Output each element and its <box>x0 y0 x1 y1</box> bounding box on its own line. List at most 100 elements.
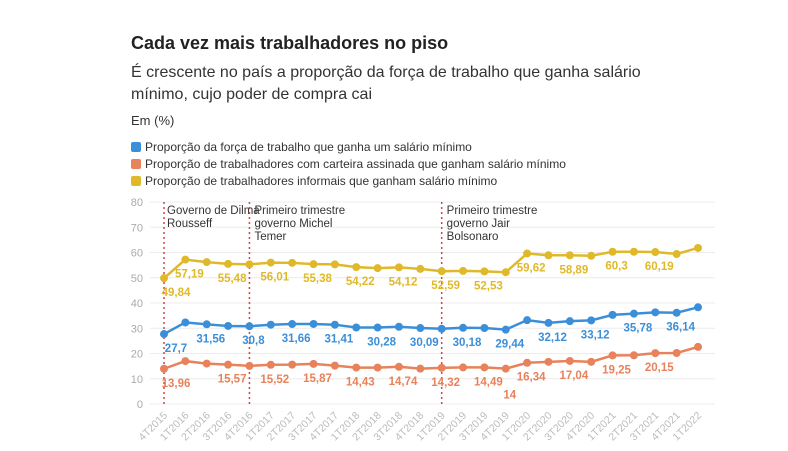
data-point <box>480 363 489 372</box>
data-point <box>523 249 532 258</box>
data-point <box>202 258 211 267</box>
data-point <box>651 248 660 257</box>
legend: Proporção da força de trabalho que ganha… <box>131 138 566 189</box>
data-point <box>608 351 617 360</box>
legend-item[interactable]: Proporção da força de trabalho que ganha… <box>131 138 566 155</box>
data-point <box>224 259 233 268</box>
data-label: 16,34 <box>517 372 546 384</box>
y-tick-label: 0 <box>137 399 143 411</box>
data-point <box>480 323 489 332</box>
data-point <box>523 358 532 367</box>
data-label: 27,7 <box>165 343 187 355</box>
data-label: 49,84 <box>162 287 191 299</box>
data-point <box>394 263 403 272</box>
data-label: 60,3 <box>605 261 627 273</box>
data-point <box>309 359 318 368</box>
data-label: 14,74 <box>389 376 418 388</box>
annotation-text: Primeiro trimestre <box>447 205 538 217</box>
data-point <box>266 320 275 329</box>
data-label: 17,04 <box>559 370 588 382</box>
data-label: 33,12 <box>581 329 610 341</box>
data-label: 54,22 <box>346 276 375 288</box>
data-label: 57,19 <box>175 269 204 281</box>
legend-item[interactable]: Proporção de trabalhadores informais que… <box>131 172 566 189</box>
data-point <box>309 260 318 269</box>
legend-item[interactable]: Proporção de trabalhadores com carteira … <box>131 155 566 172</box>
data-label: 30,28 <box>367 337 396 349</box>
data-point <box>544 318 553 327</box>
data-point <box>416 324 425 333</box>
data-point <box>160 364 168 373</box>
data-label: 32,12 <box>538 332 567 344</box>
data-point <box>288 258 297 267</box>
data-label: 52,59 <box>431 280 460 292</box>
data-point <box>160 274 168 283</box>
y-tick-label: 10 <box>131 374 143 386</box>
data-point <box>224 360 233 369</box>
data-point <box>266 360 275 369</box>
annotation-text: governo Jair <box>447 218 510 230</box>
data-point <box>672 348 681 357</box>
data-point <box>245 322 254 331</box>
data-label: 14,49 <box>474 376 503 388</box>
data-point <box>288 320 297 329</box>
data-point <box>587 357 596 366</box>
y-tick-label: 40 <box>131 298 143 310</box>
data-label: 55,48 <box>218 273 247 285</box>
data-point <box>245 260 254 269</box>
data-point <box>544 357 553 366</box>
data-label: 36,14 <box>666 322 695 334</box>
annotation-text: Governo de Dilma <box>167 205 260 217</box>
data-point <box>629 351 638 360</box>
data-point <box>330 260 339 269</box>
data-point <box>373 264 382 273</box>
annotation-text: Rousseff <box>167 218 213 230</box>
legend-label: Proporção de trabalhadores informais que… <box>145 173 498 188</box>
data-label: 30,18 <box>453 337 482 349</box>
data-point <box>352 263 361 272</box>
data-point <box>416 264 425 273</box>
data-label: 59,62 <box>517 262 546 274</box>
data-point <box>694 342 702 351</box>
data-point <box>437 363 446 372</box>
data-label: 19,25 <box>602 364 631 376</box>
data-point <box>309 319 318 328</box>
y-tick-label: 50 <box>131 273 143 285</box>
data-point <box>672 308 681 317</box>
data-point <box>501 268 510 277</box>
data-label: 31,66 <box>282 333 311 345</box>
data-point <box>694 243 702 252</box>
data-point <box>459 323 468 332</box>
annotation-text: Bolsonaro <box>447 231 499 243</box>
data-point <box>202 320 211 329</box>
data-point <box>459 266 468 275</box>
data-point <box>629 247 638 256</box>
y-tick-label: 20 <box>131 349 143 361</box>
data-label: 15,52 <box>260 374 289 386</box>
legend-swatch <box>131 141 141 152</box>
annotation-text: Primeiro trimestre <box>254 205 345 217</box>
data-point <box>245 361 254 370</box>
data-point <box>181 357 190 366</box>
data-point <box>651 308 660 317</box>
unit-label: Em (%) <box>131 113 175 128</box>
data-point <box>501 364 510 373</box>
data-label: 14,43 <box>346 377 375 389</box>
data-label: 60,19 <box>645 261 674 273</box>
data-point <box>181 255 190 264</box>
data-point <box>373 323 382 332</box>
data-point <box>480 267 489 276</box>
data-label: 30,09 <box>410 337 439 349</box>
data-point <box>181 318 190 327</box>
data-point <box>266 258 275 267</box>
data-label: 29,44 <box>495 339 524 351</box>
series-line <box>163 306 699 336</box>
y-tick-label: 30 <box>131 323 143 335</box>
data-label: 56,01 <box>260 272 289 284</box>
data-point <box>352 363 361 372</box>
annotation-text: Temer <box>254 231 286 243</box>
data-point <box>629 309 638 318</box>
data-point <box>565 317 574 326</box>
